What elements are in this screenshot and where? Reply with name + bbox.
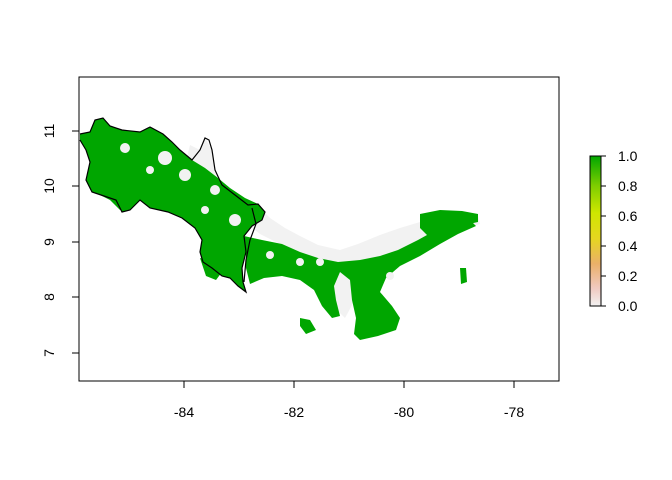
raster-layer: [80, 118, 480, 340]
border-outline: [79, 117, 266, 294]
x-axis: [183, 380, 515, 388]
low-value-area-caribbean-coast: [185, 138, 480, 268]
border-costa-rica-panama: [243, 207, 257, 283]
high-value-area-panama-west: [244, 220, 476, 340]
y-tick-label: 8: [41, 293, 57, 301]
x-tick-label: -80: [394, 404, 414, 420]
x-tick-label: -78: [504, 404, 524, 420]
legend-tick-label: 0.8: [618, 178, 638, 194]
legend-tick-label: 0.4: [618, 238, 638, 254]
legend-tick-label: 1.0: [618, 148, 638, 164]
color-legend: 0.0 0.2 0.4 0.6 0.8 1.0: [589, 148, 638, 314]
plot-frame: [78, 76, 560, 382]
country-borders: [79, 117, 266, 294]
legend-color-bar: [589, 155, 602, 307]
y-tick-label: 11: [41, 124, 57, 139]
high-value-area-darien: [420, 210, 478, 236]
x-tick-labels: -84 -82 -80 -78: [174, 404, 524, 420]
y-tick-label: 7: [41, 349, 57, 357]
y-tick-labels: 7 8 9 10 11: [41, 124, 57, 357]
x-tick-label: -82: [284, 404, 304, 420]
legend-tick-label: 0.0: [618, 298, 638, 314]
high-value-area-east-patch: [460, 268, 467, 284]
high-value-area-nicoya: [90, 148, 136, 210]
legend-tick-label: 0.6: [618, 208, 638, 224]
legend-tick-label: 0.2: [618, 268, 638, 284]
low-value-speckles: [120, 143, 394, 280]
x-tick-label: -84: [174, 404, 194, 420]
y-axis: [72, 130, 80, 354]
high-value-area-costa-rica: [80, 118, 265, 292]
y-tick-label: 10: [41, 178, 57, 194]
y-tick-label: 9: [41, 238, 57, 246]
high-value-area-azuero-south: [300, 318, 316, 334]
